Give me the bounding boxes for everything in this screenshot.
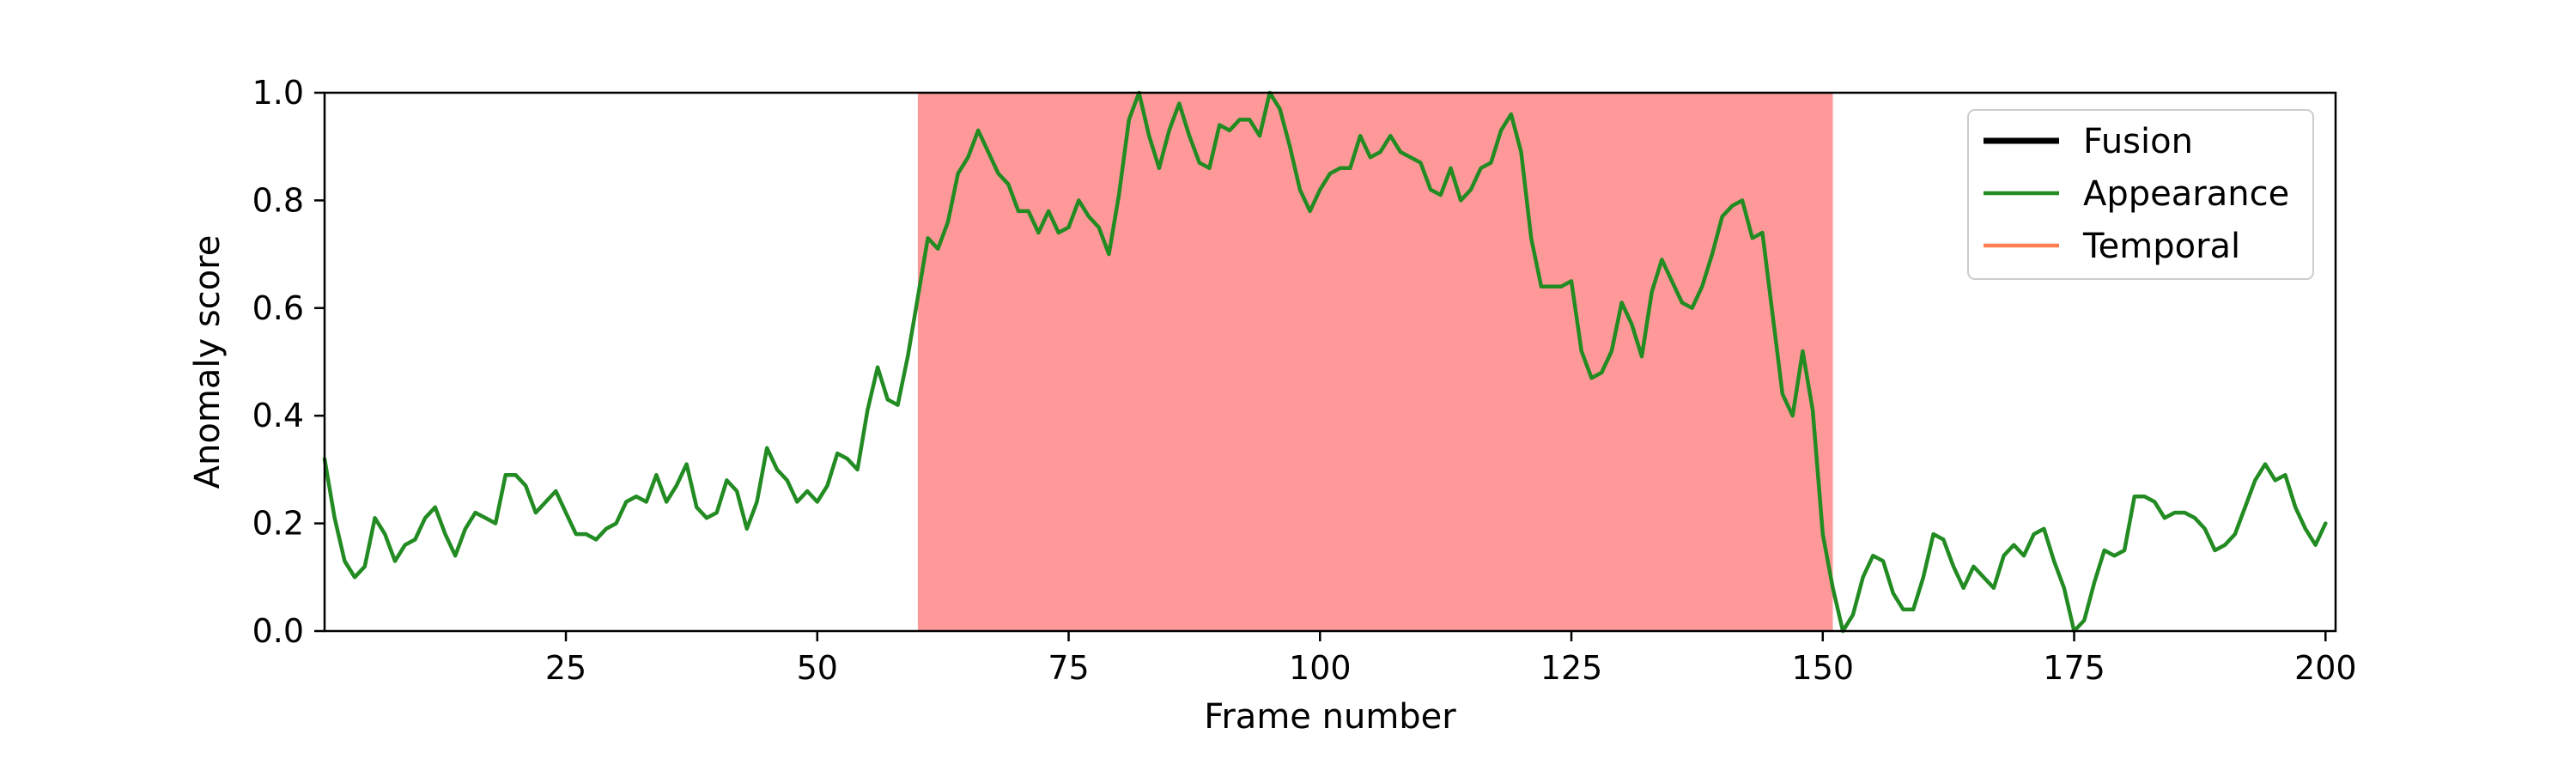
- y-tick-label: 0.6: [252, 289, 304, 327]
- y-axis: 0.0 0.2 0.4 0.6 0.8 1.0: [252, 74, 325, 650]
- plot-frame: [323, 91, 2337, 633]
- x-tick-label: 25: [545, 649, 586, 687]
- y-axis-title: Anomaly score: [188, 235, 228, 489]
- legend-label-fusion: Fusion: [2083, 122, 2193, 161]
- anomaly-region: [917, 93, 1833, 631]
- series-lines: [322, 90, 2328, 634]
- legend-label-temporal: Temporal: [2082, 227, 2240, 266]
- y-tick-label: 0.2: [252, 505, 304, 543]
- y-tick-label: 1.0: [252, 74, 304, 112]
- legend-label-appearance: Appearance: [2083, 174, 2289, 214]
- y-tick-label: 0.0: [252, 612, 304, 650]
- x-tick-label: 100: [1289, 649, 1352, 687]
- legend-box: [1967, 109, 2314, 280]
- legend: Fusion Appearance Temporal: [1967, 109, 2314, 280]
- x-tick-label: 50: [797, 649, 838, 687]
- y-tick-label: 0.4: [252, 397, 304, 434]
- series-line-appearance: [322, 90, 2328, 634]
- x-axis-title: Frame number: [1204, 697, 1456, 737]
- shaded-regions: [917, 93, 1833, 631]
- x-tick-label: 200: [2294, 649, 2357, 687]
- x-axis: 25 50 75 100 125 150 175 200: [545, 631, 2357, 687]
- x-tick-label: 150: [1792, 649, 1855, 687]
- x-tick-label: 175: [2043, 649, 2105, 687]
- y-tick-label: 0.8: [252, 181, 304, 219]
- x-tick-label: 75: [1048, 649, 1089, 687]
- x-tick-label: 125: [1540, 649, 1603, 687]
